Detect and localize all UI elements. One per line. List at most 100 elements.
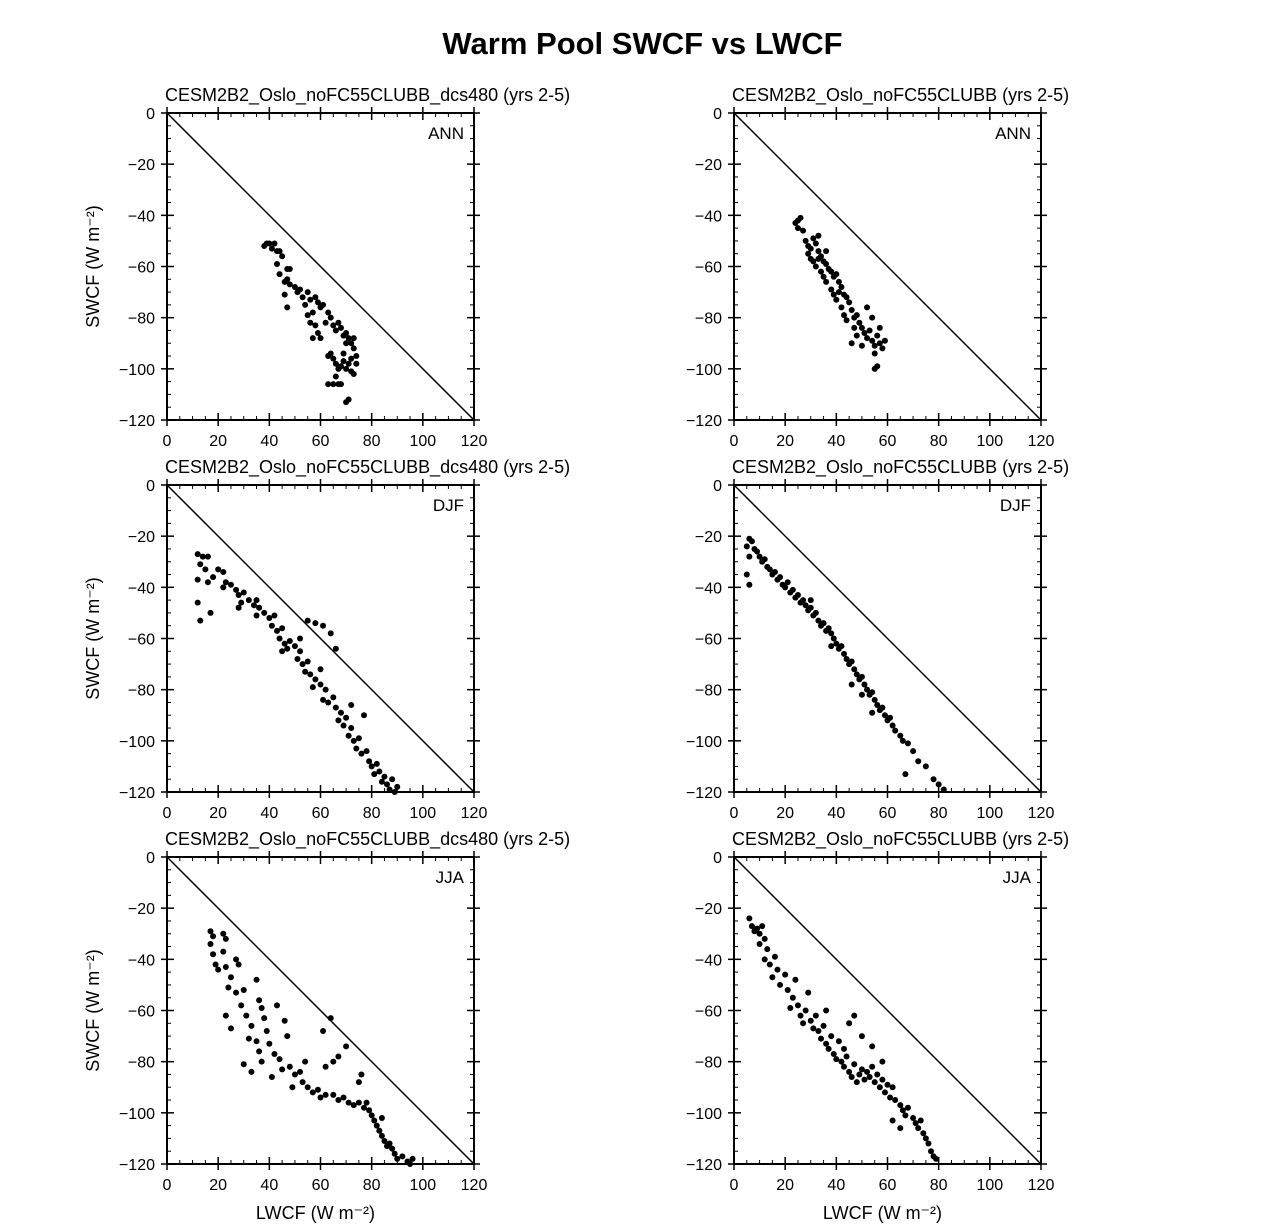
data-point bbox=[833, 271, 840, 278]
y-tick-label: −60 bbox=[695, 1004, 722, 1021]
data-point bbox=[253, 612, 260, 619]
data-point bbox=[812, 609, 819, 616]
data-point bbox=[240, 1061, 247, 1068]
y-tick-label: −120 bbox=[686, 785, 722, 802]
data-point bbox=[879, 1076, 886, 1083]
y-tick-label: −40 bbox=[695, 208, 722, 225]
data-point bbox=[297, 648, 304, 655]
data-point bbox=[915, 1125, 922, 1132]
x-tick-label: 20 bbox=[776, 433, 794, 450]
data-point bbox=[266, 615, 273, 622]
y-tick-label: −20 bbox=[128, 157, 155, 174]
data-point bbox=[843, 317, 850, 324]
data-point bbox=[881, 712, 888, 719]
data-point bbox=[291, 1071, 298, 1078]
data-point bbox=[386, 786, 393, 793]
data-point bbox=[910, 748, 917, 755]
data-point bbox=[828, 643, 835, 650]
data-point bbox=[317, 681, 324, 688]
y-tick-label: −120 bbox=[686, 413, 722, 430]
panel-title: CESM2B2_Oslo_noFC55CLUBB_dcs480 (yrs 2-5… bbox=[165, 457, 570, 478]
y-tick-label: −40 bbox=[128, 580, 155, 597]
data-point bbox=[276, 248, 283, 255]
data-point bbox=[833, 1056, 840, 1063]
data-point bbox=[299, 1079, 306, 1086]
data-point bbox=[381, 1137, 388, 1144]
data-point bbox=[281, 1017, 288, 1024]
data-point bbox=[789, 994, 796, 1001]
y-tick-label: −120 bbox=[119, 1157, 155, 1174]
data-point bbox=[825, 1045, 832, 1052]
data-point bbox=[302, 668, 309, 675]
data-point bbox=[876, 1084, 883, 1091]
y-tick-label: −60 bbox=[695, 260, 722, 277]
data-point bbox=[284, 1033, 291, 1040]
data-point bbox=[743, 571, 750, 578]
data-point bbox=[222, 964, 229, 971]
data-point bbox=[343, 330, 350, 337]
data-point bbox=[256, 997, 263, 1004]
data-point bbox=[841, 650, 848, 657]
data-point bbox=[335, 319, 342, 326]
one-to-one-line bbox=[733, 112, 1042, 421]
data-point bbox=[332, 373, 339, 380]
data-point bbox=[846, 299, 853, 306]
data-point bbox=[927, 1148, 934, 1155]
x-tick-label: 0 bbox=[730, 433, 739, 450]
data-point bbox=[235, 961, 242, 968]
data-point bbox=[312, 620, 319, 627]
data-point bbox=[848, 658, 855, 665]
data-point bbox=[345, 396, 352, 403]
data-point bbox=[373, 760, 380, 767]
data-point bbox=[810, 258, 817, 265]
data-point bbox=[325, 699, 332, 706]
data-point bbox=[782, 971, 789, 978]
data-point bbox=[848, 681, 855, 688]
data-point bbox=[866, 327, 873, 334]
data-point bbox=[771, 568, 778, 575]
data-point bbox=[746, 553, 753, 560]
data-point bbox=[330, 322, 337, 329]
data-point bbox=[327, 630, 334, 637]
data-point bbox=[756, 553, 763, 560]
x-tick-label: 20 bbox=[209, 433, 227, 450]
data-point bbox=[869, 314, 876, 321]
data-point bbox=[233, 956, 240, 963]
data-point bbox=[350, 737, 357, 744]
x-tick-label: 120 bbox=[1028, 433, 1055, 450]
data-point bbox=[805, 989, 812, 996]
data-point bbox=[225, 984, 232, 991]
data-point bbox=[343, 365, 350, 372]
x-tick-label: 40 bbox=[827, 433, 845, 450]
data-point bbox=[835, 289, 842, 296]
x-tick-label: 20 bbox=[776, 805, 794, 822]
data-point bbox=[871, 350, 878, 357]
data-point bbox=[212, 961, 219, 968]
data-point bbox=[746, 581, 753, 588]
data-point bbox=[743, 543, 750, 550]
data-point bbox=[233, 989, 240, 996]
data-point bbox=[194, 599, 201, 606]
data-point bbox=[307, 296, 314, 303]
data-point bbox=[887, 714, 894, 721]
data-point bbox=[748, 538, 755, 545]
data-point bbox=[343, 340, 350, 347]
panel-title: CESM2B2_Oslo_noFC55CLUBB (yrs 2-5) bbox=[732, 829, 1069, 850]
data-point bbox=[314, 1086, 321, 1093]
data-point bbox=[337, 709, 344, 716]
y-tick-label: −80 bbox=[128, 683, 155, 700]
x-axis-label: LWCF (W m⁻²) bbox=[256, 1203, 375, 1223]
x-tick-label: 120 bbox=[461, 433, 488, 450]
y-tick-label: −100 bbox=[119, 362, 155, 379]
data-point bbox=[335, 1097, 342, 1104]
season-label: ANN bbox=[995, 124, 1031, 143]
y-tick-label: −60 bbox=[695, 632, 722, 649]
data-point bbox=[802, 602, 809, 609]
x-axis-label: LWCF (W m⁻²) bbox=[823, 1203, 942, 1223]
data-point bbox=[394, 1155, 401, 1162]
x-tick-label: 0 bbox=[730, 805, 739, 822]
x-tick-label: 100 bbox=[976, 1177, 1003, 1194]
data-point bbox=[869, 337, 876, 344]
data-point bbox=[864, 335, 871, 342]
x-tick-label: 80 bbox=[930, 805, 948, 822]
